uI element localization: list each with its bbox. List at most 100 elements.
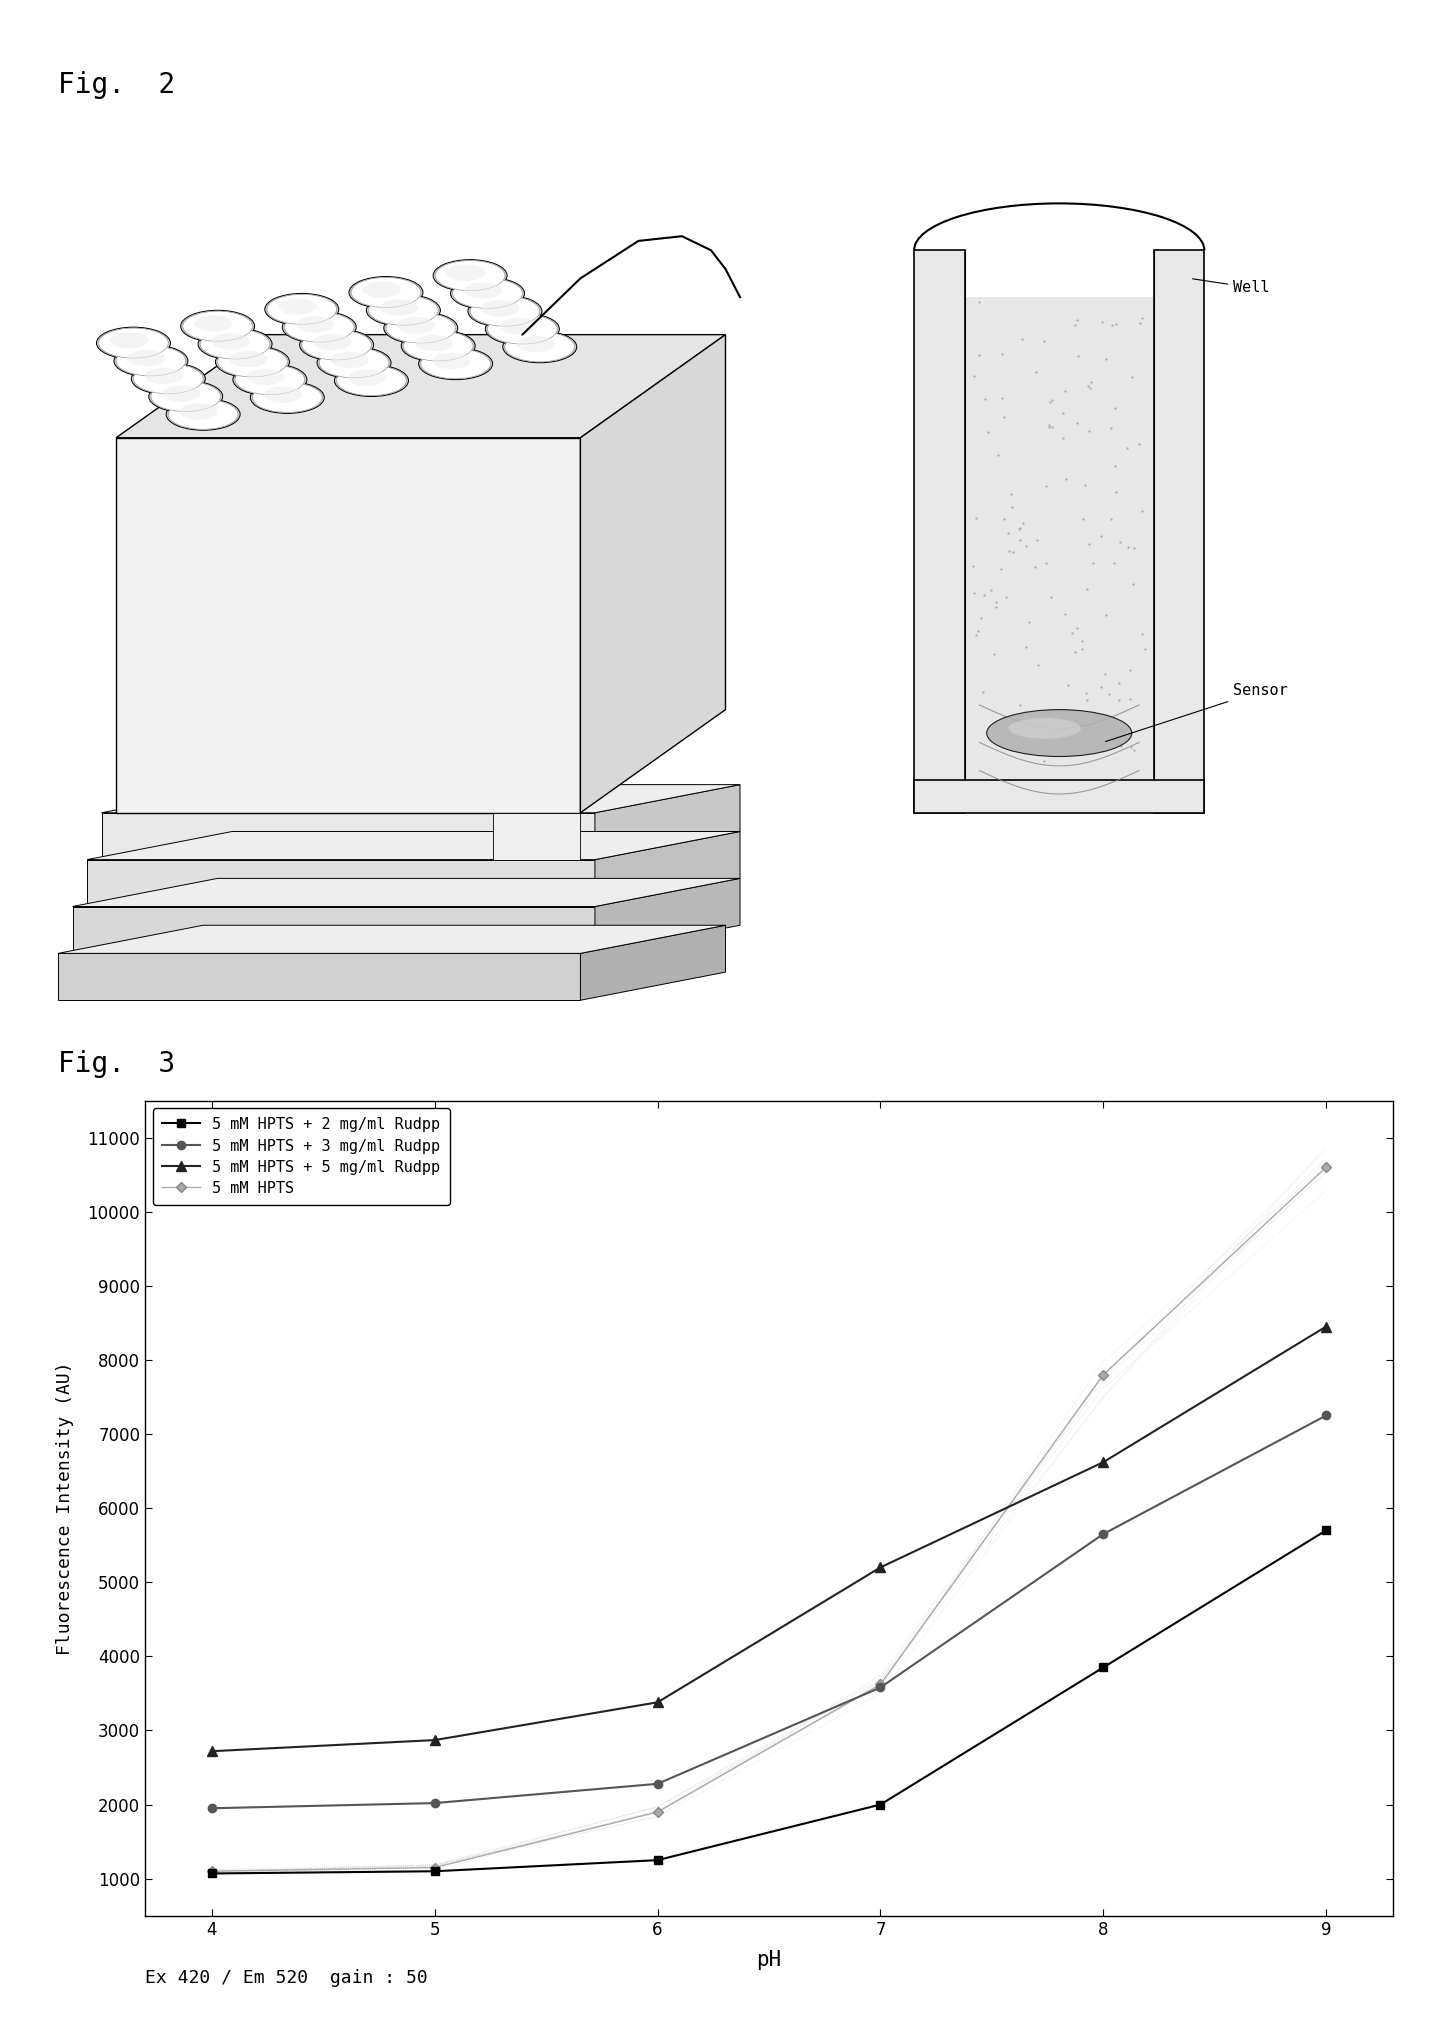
Ellipse shape: [145, 367, 183, 383]
Ellipse shape: [113, 344, 187, 377]
5 mM HPTS + 5 mg/ml Rudpp: [872, 1555, 889, 1579]
Ellipse shape: [464, 283, 502, 300]
Ellipse shape: [415, 334, 453, 351]
Ellipse shape: [331, 353, 369, 369]
5 mM HPTS + 2 mg/ml Rudpp: [427, 1859, 444, 1883]
Ellipse shape: [116, 346, 186, 375]
Ellipse shape: [482, 300, 519, 316]
Text: Sensor: Sensor: [1106, 683, 1288, 742]
Ellipse shape: [264, 387, 302, 404]
Ellipse shape: [363, 281, 400, 298]
X-axis label: pH: pH: [756, 1950, 782, 1969]
Ellipse shape: [434, 259, 508, 291]
Ellipse shape: [149, 381, 223, 412]
5 mM HPTS + 3 mg/ml Rudpp: [1094, 1522, 1111, 1547]
5 mM HPTS + 2 mg/ml Rudpp: [1094, 1655, 1111, 1679]
Legend: 5 mM HPTS + 2 mg/ml Rudpp, 5 mM HPTS + 3 mg/ml Rudpp, 5 mM HPTS + 5 mg/ml Rudpp,: 5 mM HPTS + 2 mg/ml Rudpp, 5 mM HPTS + 3…: [152, 1109, 450, 1204]
Ellipse shape: [470, 296, 540, 326]
Ellipse shape: [234, 363, 308, 395]
Ellipse shape: [337, 365, 406, 395]
Ellipse shape: [281, 312, 355, 342]
Ellipse shape: [183, 312, 252, 340]
Ellipse shape: [110, 332, 148, 348]
Ellipse shape: [247, 369, 284, 385]
Ellipse shape: [369, 296, 438, 326]
Ellipse shape: [450, 277, 525, 310]
Ellipse shape: [300, 328, 374, 361]
Ellipse shape: [251, 381, 324, 414]
Ellipse shape: [128, 351, 165, 367]
5 mM HPTS: [649, 1800, 666, 1824]
Ellipse shape: [380, 300, 418, 316]
5 mM HPTS: [872, 1673, 889, 1698]
5 mM HPTS + 5 mg/ml Rudpp: [427, 1728, 444, 1753]
Polygon shape: [116, 438, 580, 813]
Ellipse shape: [168, 399, 238, 430]
Ellipse shape: [467, 296, 543, 328]
5 mM HPTS + 5 mg/ml Rudpp: [649, 1690, 666, 1714]
Ellipse shape: [216, 346, 290, 377]
Ellipse shape: [252, 383, 322, 412]
5 mM HPTS: [1318, 1156, 1335, 1180]
5 mM HPTS + 5 mg/ml Rudpp: [1094, 1449, 1111, 1473]
5 mM HPTS + 3 mg/ml Rudpp: [872, 1675, 889, 1700]
Line: 5 mM HPTS + 3 mg/ml Rudpp: 5 mM HPTS + 3 mg/ml Rudpp: [207, 1412, 1331, 1812]
Ellipse shape: [296, 316, 334, 332]
Ellipse shape: [132, 363, 206, 395]
Ellipse shape: [229, 351, 267, 367]
Polygon shape: [965, 298, 1154, 781]
Ellipse shape: [334, 365, 409, 397]
Ellipse shape: [386, 314, 456, 342]
5 mM HPTS + 3 mg/ml Rudpp: [203, 1795, 221, 1820]
Ellipse shape: [517, 336, 554, 353]
Ellipse shape: [447, 265, 485, 281]
Ellipse shape: [318, 346, 392, 379]
Ellipse shape: [435, 261, 505, 291]
Polygon shape: [595, 832, 740, 907]
Ellipse shape: [348, 369, 386, 385]
Polygon shape: [73, 907, 595, 954]
5 mM HPTS + 3 mg/ml Rudpp: [1318, 1404, 1335, 1429]
Polygon shape: [87, 860, 595, 907]
Polygon shape: [914, 781, 1204, 813]
Ellipse shape: [180, 404, 218, 420]
Ellipse shape: [366, 293, 440, 326]
Ellipse shape: [987, 709, 1132, 756]
Ellipse shape: [264, 293, 338, 326]
Ellipse shape: [421, 348, 490, 379]
5 mM HPTS + 2 mg/ml Rudpp: [1318, 1518, 1335, 1543]
Ellipse shape: [488, 314, 557, 344]
Ellipse shape: [218, 346, 287, 377]
Ellipse shape: [133, 363, 203, 393]
Ellipse shape: [197, 328, 273, 361]
Polygon shape: [580, 334, 726, 813]
Ellipse shape: [313, 334, 351, 351]
Polygon shape: [58, 925, 726, 954]
Text: Fig.  2: Fig. 2: [58, 71, 176, 100]
Polygon shape: [914, 251, 965, 813]
Ellipse shape: [235, 365, 305, 395]
Ellipse shape: [181, 310, 255, 342]
Line: 5 mM HPTS + 5 mg/ml Rudpp: 5 mM HPTS + 5 mg/ml Rudpp: [207, 1323, 1331, 1757]
Ellipse shape: [194, 316, 232, 332]
5 mM HPTS + 5 mg/ml Rudpp: [203, 1738, 221, 1763]
Ellipse shape: [383, 312, 459, 344]
Ellipse shape: [499, 318, 537, 334]
Text: Ex 420 / Em 520  gain : 50: Ex 420 / Em 520 gain : 50: [145, 1969, 428, 1987]
Ellipse shape: [418, 348, 492, 379]
Polygon shape: [87, 832, 740, 860]
Text: Well: Well: [1193, 279, 1270, 296]
Y-axis label: Fluorescence Intensity (AU): Fluorescence Intensity (AU): [55, 1361, 74, 1655]
Polygon shape: [595, 785, 740, 860]
Ellipse shape: [212, 332, 250, 348]
Ellipse shape: [432, 353, 470, 369]
5 mM HPTS: [1094, 1363, 1111, 1388]
5 mM HPTS + 2 mg/ml Rudpp: [872, 1791, 889, 1816]
Text: Fig.  3: Fig. 3: [58, 1050, 176, 1078]
Ellipse shape: [351, 277, 421, 308]
5 mM HPTS + 5 mg/ml Rudpp: [1318, 1315, 1335, 1339]
Ellipse shape: [284, 312, 354, 342]
5 mM HPTS + 3 mg/ml Rudpp: [427, 1791, 444, 1816]
Polygon shape: [58, 954, 580, 1001]
Ellipse shape: [503, 330, 577, 363]
